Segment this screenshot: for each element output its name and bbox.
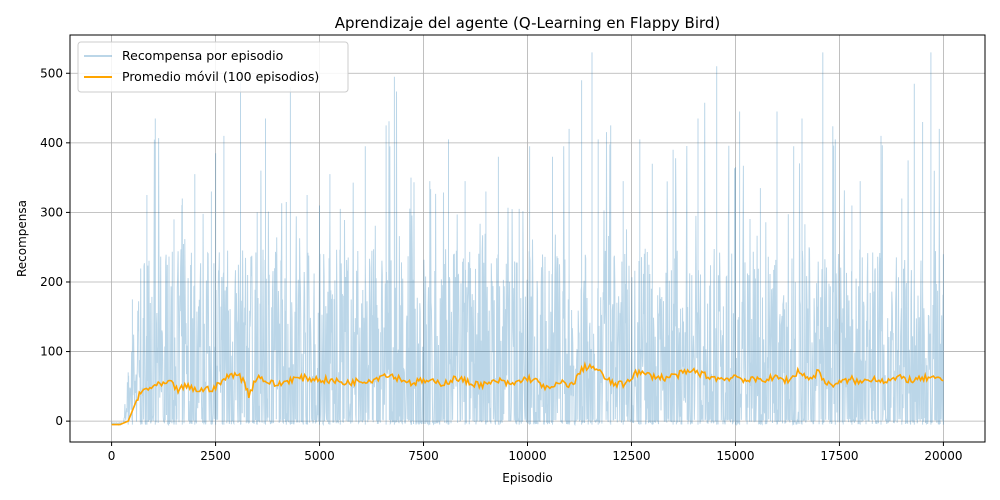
x-tick-label: 5000 bbox=[304, 449, 335, 463]
grid bbox=[70, 35, 985, 442]
chart-title: Aprendizaje del agente (Q-Learning en Fl… bbox=[335, 14, 721, 32]
x-tick-label: 0 bbox=[108, 449, 116, 463]
legend-label-recompensa: Recompensa por episodio bbox=[122, 48, 283, 63]
y-tick-label: 200 bbox=[40, 275, 63, 289]
y-ticks: 0 100 200 300 400 500 bbox=[40, 66, 70, 428]
x-tick-label: 20000 bbox=[924, 449, 962, 463]
x-axis-title: Episodio bbox=[502, 471, 552, 485]
y-tick-label: 300 bbox=[40, 205, 63, 219]
x-tick-label: 17500 bbox=[820, 449, 858, 463]
series-recompensa-line bbox=[111, 52, 944, 427]
y-tick-label: 500 bbox=[40, 66, 63, 80]
legend: Recompensa por episodio Promedio móvil (… bbox=[77, 41, 349, 93]
series-layer bbox=[111, 52, 944, 427]
y-tick-label: 100 bbox=[40, 345, 63, 359]
y-tick-label: 0 bbox=[55, 414, 63, 428]
x-tick-label: 7500 bbox=[408, 449, 439, 463]
x-tick-label: 10000 bbox=[508, 449, 546, 463]
y-axis-title: Recompensa bbox=[15, 200, 29, 277]
y-tick-label: 400 bbox=[40, 136, 63, 150]
legend-box bbox=[77, 41, 349, 93]
x-tick-label: 2500 bbox=[200, 449, 231, 463]
x-tick-label: 12500 bbox=[612, 449, 650, 463]
x-ticks: 0 2500 5000 7500 10000 12500 15000 17500 20000 bbox=[108, 442, 963, 463]
legend-label-promedio: Promedio móvil (100 episodios) bbox=[122, 69, 319, 84]
series-promedio-line bbox=[111, 361, 944, 426]
x-tick-label: 15000 bbox=[716, 449, 754, 463]
